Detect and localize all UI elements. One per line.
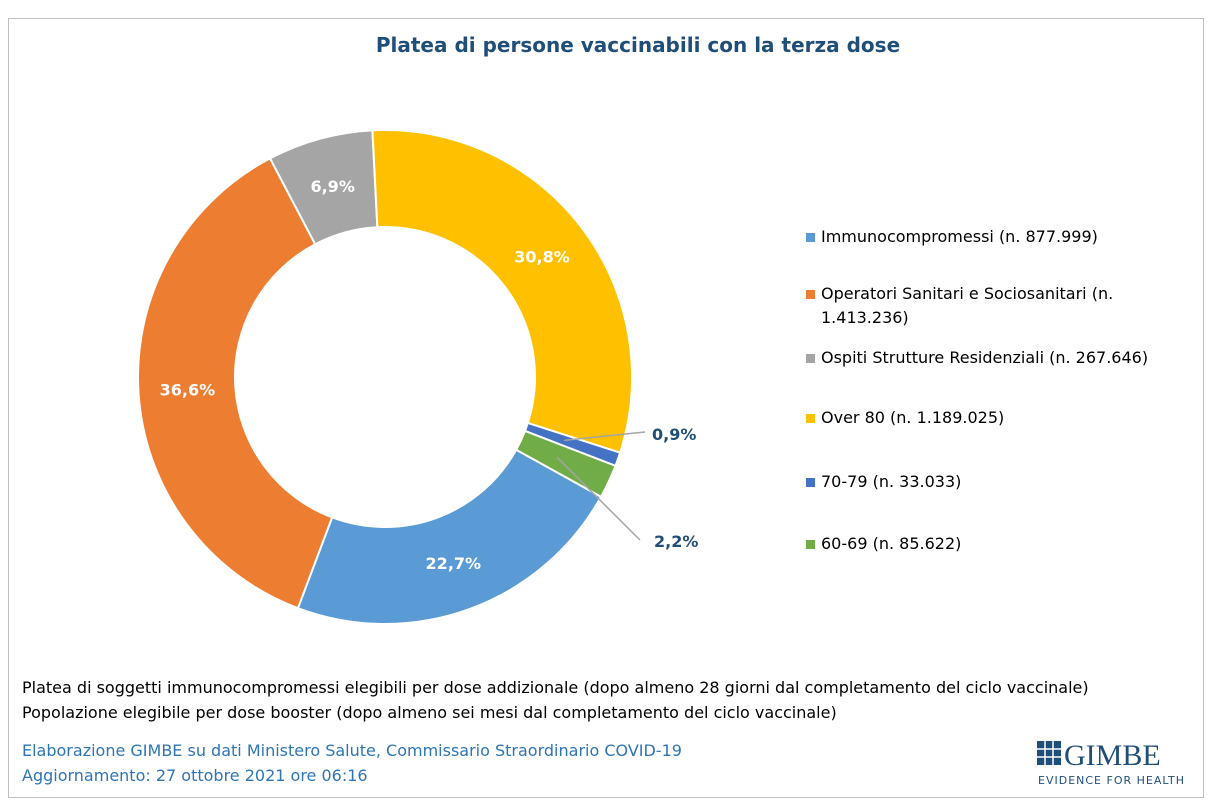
data-label: 30,8%	[514, 247, 570, 266]
legend-swatch	[806, 290, 815, 299]
note: Platea di soggetti immunocompromessi ele…	[22, 678, 1089, 697]
leader-line	[564, 431, 646, 442]
logo-name: GIMBE	[1064, 739, 1161, 772]
legend-entry: Ospiti Strutture Residenziali (n. 267.64…	[806, 346, 1186, 370]
legend-entry: Operatori Sanitari e Sociosanitari (n. 1…	[806, 282, 1186, 330]
legend-entry: 60-69 (n. 85.622)	[806, 532, 1186, 556]
legend-swatch	[806, 540, 815, 549]
legend-label: Operatori Sanitari e Sociosanitari (n. 1…	[821, 284, 1114, 327]
leader-line	[556, 456, 641, 541]
data-label: 6,9%	[310, 177, 354, 196]
legend-label: 60-69 (n. 85.622)	[821, 534, 962, 553]
legend-label: Over 80 (n. 1.189.025)	[821, 408, 1005, 427]
data-label: 22,7%	[426, 554, 482, 573]
legend-swatch	[806, 233, 815, 242]
legend-label: Immunocompromessi (n. 877.999)	[821, 227, 1098, 246]
legend-swatch	[806, 478, 815, 487]
legend-entry: 70-79 (n. 33.033)	[806, 470, 1186, 494]
legend-swatch	[806, 414, 815, 423]
legend-swatch	[806, 354, 815, 363]
source: Elaborazione GIMBE su dati Ministero Sal…	[22, 741, 682, 760]
logo-tagline: EVIDENCE FOR HEALTH	[1038, 774, 1185, 787]
legend-entry: Over 80 (n. 1.189.025)	[806, 406, 1186, 430]
chart-title: Platea di persone vaccinabili con la ter…	[376, 33, 900, 57]
legend-entry: Immunocompromessi (n. 877.999)	[806, 225, 1186, 249]
data-label: 2,2%	[654, 532, 698, 551]
source: Aggiornamento: 27 ottobre 2021 ore 06:16	[22, 766, 368, 785]
data-label: 0,9%	[652, 425, 696, 444]
note: Popolazione elegibile per dose booster (…	[22, 703, 837, 722]
logo-icon	[1037, 741, 1061, 765]
legend-label: 70-79 (n. 33.033)	[821, 472, 962, 491]
legend-label: Ospiti Strutture Residenziali (n. 267.64…	[821, 348, 1149, 367]
donut-slice	[371, 129, 633, 454]
data-label: 36,6%	[160, 380, 216, 399]
donut-slice	[514, 429, 617, 499]
donut-slice	[137, 157, 334, 610]
chart-frame	[8, 18, 1204, 798]
donut-slice	[296, 448, 603, 625]
